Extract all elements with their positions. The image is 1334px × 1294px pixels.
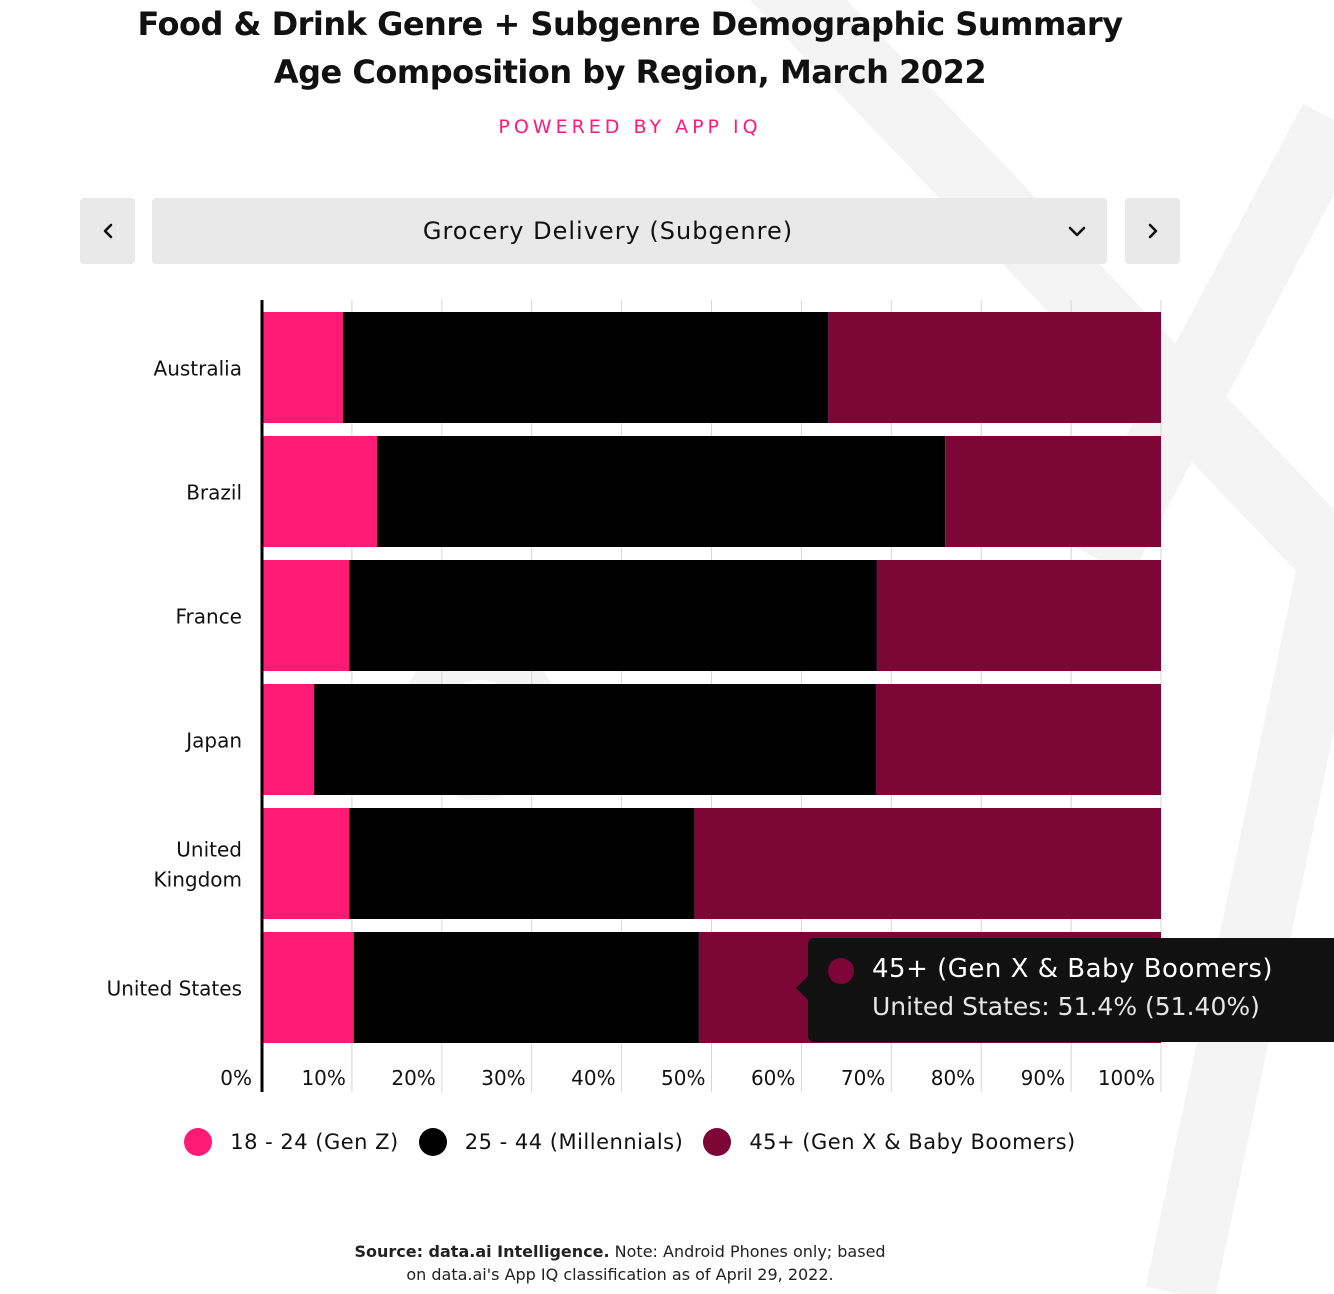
bar-segment: [262, 436, 378, 547]
x-tick-label: 40%: [571, 1066, 615, 1090]
bar-segment: [314, 684, 877, 795]
x-tick-label: 100%: [1098, 1066, 1155, 1090]
x-tick-label: 20%: [391, 1066, 435, 1090]
x-tick-label: 50%: [661, 1066, 705, 1090]
category-label: Australia: [154, 357, 242, 381]
x-tick-label: 80%: [931, 1066, 975, 1090]
previous-button[interactable]: [80, 198, 135, 264]
bar-segment: [262, 684, 315, 795]
x-tick-label: 70%: [841, 1066, 885, 1090]
title-line-2: Age Composition by Region, March 2022: [273, 53, 987, 91]
x-tick-label: 0%: [220, 1066, 252, 1090]
x-tick-label: 30%: [481, 1066, 525, 1090]
note-line-2: on data.ai's App IQ classification as of…: [406, 1265, 834, 1284]
note-line-1: Note: Android Phones only; based: [609, 1242, 886, 1261]
legend-item-gen-z[interactable]: 18 - 24 (Gen Z): [184, 1128, 399, 1156]
tooltip-series-dot-icon: [828, 958, 854, 984]
chevron-left-icon: [103, 223, 112, 239]
legend-item-gen-x-boomers[interactable]: 45+ (Gen X & Baby Boomers): [703, 1128, 1075, 1156]
bar-segment: [377, 436, 946, 547]
tooltip-value: United States: 51.4% (51.40%): [872, 992, 1260, 1021]
category-label: United: [176, 838, 242, 862]
tooltip-series-name: 45+ (Gen X & Baby Boomers): [872, 954, 1274, 984]
title-line-1: Food & Drink Genre + Subgenre Demographi…: [137, 5, 1123, 43]
next-button[interactable]: [1125, 198, 1180, 264]
chart-legend: 18 - 24 (Gen Z) 25 - 44 (Millennials) 45…: [0, 1128, 1260, 1156]
chevron-right-icon: [1148, 223, 1157, 239]
chart-tooltip: 45+ (Gen X & Baby Boomers) United States…: [796, 938, 1334, 1042]
bar-segment: [262, 312, 343, 423]
tooltip-arrow: [796, 976, 808, 1000]
category-label: Kingdom: [154, 868, 242, 892]
category-label: Japan: [184, 729, 242, 753]
category-label: Brazil: [186, 481, 242, 505]
source-note: Source: data.ai Intelligence. Note: Andr…: [300, 1240, 940, 1286]
chevron-down-icon: [1068, 226, 1086, 237]
source-label: Source: data.ai Intelligence.: [354, 1242, 610, 1261]
bar-segment: [945, 436, 1161, 547]
bar-segment: [262, 932, 354, 1043]
legend-label: 25 - 44 (Millennials): [464, 1130, 684, 1154]
legend-label: 18 - 24 (Gen Z): [230, 1130, 399, 1154]
legend-item-millennials[interactable]: 25 - 44 (Millennials): [418, 1128, 684, 1156]
bar-segment: [694, 808, 1161, 919]
legend-dot-icon: [184, 1128, 213, 1156]
bar-segment: [342, 312, 829, 423]
powered-by-label: POWERED BY APP IQ: [498, 116, 762, 138]
legend-dot-icon: [703, 1128, 732, 1156]
x-tick-label: 90%: [1021, 1066, 1065, 1090]
x-tick-label: 60%: [751, 1066, 795, 1090]
legend-label: 45+ (Gen X & Baby Boomers): [749, 1130, 1076, 1154]
category-label: France: [175, 605, 242, 629]
bar-segment: [349, 808, 695, 919]
bar-segment: [349, 560, 877, 671]
bar-segment: [876, 560, 1161, 671]
x-tick-label: 10%: [301, 1066, 345, 1090]
category-label: United States: [107, 977, 242, 1001]
selected-subgenre: Grocery Delivery (Subgenre): [422, 217, 794, 245]
bar-segment: [828, 312, 1161, 423]
bar-segment: [262, 560, 350, 671]
subgenre-dropdown[interactable]: Grocery Delivery (Subgenre): [152, 198, 1107, 264]
chart-title: Food & Drink Genre + Subgenre Demographi…: [0, 0, 1260, 96]
bar-segment: [262, 808, 350, 919]
legend-dot-icon: [418, 1128, 447, 1156]
bar-segment: [876, 684, 1161, 795]
bar-segment: [353, 932, 699, 1043]
